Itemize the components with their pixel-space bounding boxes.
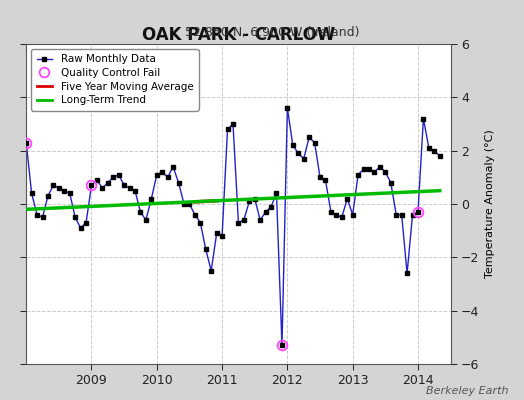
Text: Berkeley Earth: Berkeley Earth <box>426 386 508 396</box>
Text: 52.850 N, 6.900 W (Ireland): 52.850 N, 6.900 W (Ireland) <box>185 26 360 39</box>
Title: OAK PARK - CARLOW: OAK PARK - CARLOW <box>142 26 335 44</box>
Legend: Raw Monthly Data, Quality Control Fail, Five Year Moving Average, Long-Term Tren: Raw Monthly Data, Quality Control Fail, … <box>31 49 199 110</box>
Y-axis label: Temperature Anomaly (°C): Temperature Anomaly (°C) <box>485 130 495 278</box>
